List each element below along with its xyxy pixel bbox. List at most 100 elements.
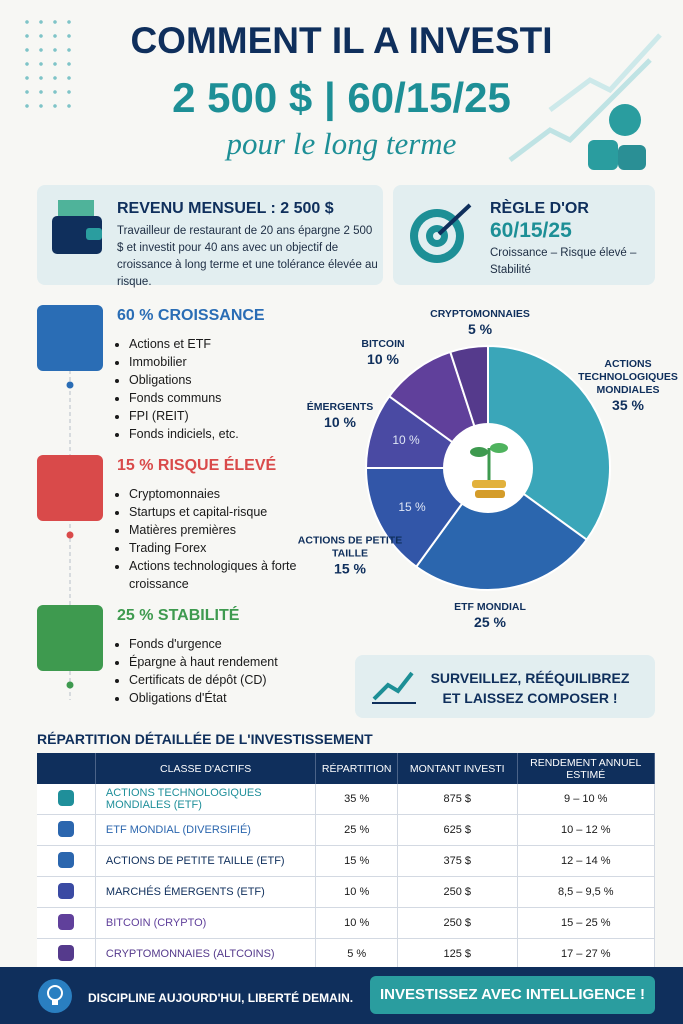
icon-cell	[37, 784, 96, 815]
group-list: Actions et ETFImmobilierObligationsFonds…	[117, 335, 299, 443]
rule-title: RÈGLE D'OR	[490, 200, 589, 217]
group-list: Fonds d'urgenceÉpargne à haut rendementC…	[117, 635, 299, 707]
group-title: 25 % STABILITÉ	[117, 607, 240, 624]
table-cell: 875 $	[397, 784, 518, 815]
group-item: Immobilier	[129, 353, 299, 371]
icon-cell	[37, 938, 96, 970]
title: COMMENT IL A INVESTI	[130, 20, 553, 61]
table-cell: 250 $	[397, 876, 518, 908]
group-title: 15 % RISQUE ÉLEVÉ	[117, 457, 277, 474]
bulb-icon	[38, 979, 72, 1013]
callout: SURVEILLEZ, RÉÉQUILIBREZ ET LAISSEZ COMP…	[430, 670, 630, 706]
motto: DISCIPLINE AUJOURD'HUI, LIBERTÉ DEMAIN.	[88, 991, 354, 1005]
row-icon	[57, 851, 74, 868]
category-label: ETF MONDIAL	[454, 601, 526, 613]
group-item: Matières premières	[129, 521, 299, 539]
table-cell: 15 %	[315, 845, 398, 877]
income-title: REVENU MENSUEL : 2 500 $	[117, 200, 334, 217]
value-label: 15 %	[334, 560, 366, 577]
row-icon	[57, 882, 74, 899]
table-cell: 10 – 12 %	[517, 814, 656, 846]
slice-label: ACTIONS DE PETITE TAILLE 15 %	[295, 535, 405, 576]
group-item: Certificats de dépôt (CD)	[129, 671, 299, 689]
pie-slice	[414, 466, 589, 591]
header-cell: RENDEMENT ANNUEL ESTIMÉ	[517, 753, 656, 784]
callout-box	[355, 655, 655, 718]
header-cell: MONTANT INVESTI	[397, 753, 518, 784]
cta-button: INVESTISSEZ AVEC INTELLIGENCE !	[370, 976, 655, 1014]
icon-cell	[37, 876, 96, 908]
chart-icon	[372, 671, 416, 704]
table-cell: 250 $	[397, 907, 518, 939]
group-item: Obligations	[129, 371, 299, 389]
table-cell: 10 %	[315, 907, 398, 939]
pie-slice	[449, 344, 489, 469]
value-label: 10 %	[324, 414, 356, 430]
table-cell: ETF MONDIAL (DIVERSIFIÉ)	[95, 814, 317, 846]
row-icon	[57, 944, 74, 961]
table: CLASSE D'ACTIFS RÉPARTITION MONTANT INVEST…	[37, 753, 656, 970]
table-cell: 625 $	[397, 814, 518, 846]
pie-slice	[387, 350, 490, 471]
slice-label: ACTIONS TECHNOLOGIQUES MONDIALES 35 %	[578, 358, 678, 412]
income-text: Travailleur de restaurant de 20 ans épar…	[117, 225, 378, 288]
icon-cell	[37, 907, 96, 939]
row-icon	[57, 913, 74, 930]
table-cell: 15 – 25 %	[517, 907, 656, 939]
group-title: 60 % CROISSANCE	[117, 307, 265, 324]
table-cell: 5 %	[315, 938, 398, 970]
value-label: 10 %	[367, 351, 399, 367]
group-item: Cryptomonnaies	[129, 485, 299, 503]
group-item: Startups et capital-risque	[129, 503, 299, 521]
group-icon	[37, 455, 103, 521]
table-cell: MARCHÉS ÉMERGENTS (ETF)	[95, 876, 317, 908]
slice-label: BITCOIN 10 %	[328, 338, 438, 366]
category-label: CRYPTOMONNAIES	[430, 308, 530, 320]
table-row: ACTIONS TECHNOLOGIQUES MONDIALES (ETF) 35…	[37, 784, 656, 815]
category-label: BITCOIN	[361, 338, 405, 350]
table-row: MARCHÉS ÉMERGENTS (ETF) 10 % 250 $8,5 – 9,…	[37, 876, 656, 908]
wallet-icon	[52, 200, 102, 254]
group-icon	[37, 305, 103, 371]
table-cell: 125 $	[397, 938, 518, 970]
table-cell: 10 %	[315, 876, 398, 908]
slice-label: CRYPTOMONNAIES 5 %	[425, 308, 535, 336]
rule-ratio: 60/15/25	[490, 219, 572, 242]
group-item: Fonds indiciels, etc.	[129, 425, 299, 443]
target-icon	[410, 203, 472, 263]
inner-value-label: 10 %	[392, 433, 420, 447]
pie-hole	[443, 423, 533, 513]
group-item: Épargne à haut rendement	[129, 653, 299, 671]
group-item: Fonds d'urgence	[129, 635, 299, 653]
inner-value-label: 15 %	[398, 500, 426, 514]
header-cell	[37, 753, 96, 784]
table-row: CRYPTOMONNAIES (ALTCOINS) 5 % 125 $17 – 27…	[37, 938, 656, 970]
row-icon	[57, 820, 74, 837]
row-icon	[57, 789, 74, 806]
category-label: ACTIONS TECHNOLOGIQUES MONDIALES	[578, 358, 678, 396]
value-label: 5 %	[467, 321, 493, 337]
group-item: Fonds communs	[129, 389, 299, 407]
table-cell: 17 – 27 %	[517, 938, 656, 970]
category-label: ÉMERGENTS	[306, 401, 374, 413]
decor-dots	[20, 15, 76, 110]
slice-label: ETF MONDIAL 25 %	[435, 601, 545, 629]
table-cell: 375 $	[397, 845, 518, 877]
table-cell: 9 – 10 %	[517, 784, 656, 815]
rule-text: Croissance – Risque élevé – Stabilité	[490, 247, 637, 276]
group-item: Actions technologiques à forte croissanc…	[129, 557, 299, 593]
group-item: FPI (REIT)	[129, 407, 299, 425]
group-list: CryptomonnaiesStartups et capital-risque…	[117, 485, 299, 593]
group-item: Obligations d'État	[129, 689, 299, 707]
icon-cell	[37, 845, 96, 877]
tagline: pour le long terme	[226, 126, 457, 161]
value-label: 25 %	[474, 614, 506, 630]
table-cell: ACTIONS DE PETITE TAILLE (ETF)	[95, 845, 317, 877]
group-icon	[37, 605, 103, 671]
slice-label: ÉMERGENTS 10 %	[285, 401, 395, 429]
table-cell: 8,5 – 9,5 %	[517, 876, 656, 908]
table-cell: BITCOIN (CRYPTO)	[95, 907, 317, 939]
table-cell: 35 %	[315, 784, 398, 815]
table-cell: ACTIONS TECHNOLOGIQUES MONDIALES (ETF)	[95, 784, 317, 815]
